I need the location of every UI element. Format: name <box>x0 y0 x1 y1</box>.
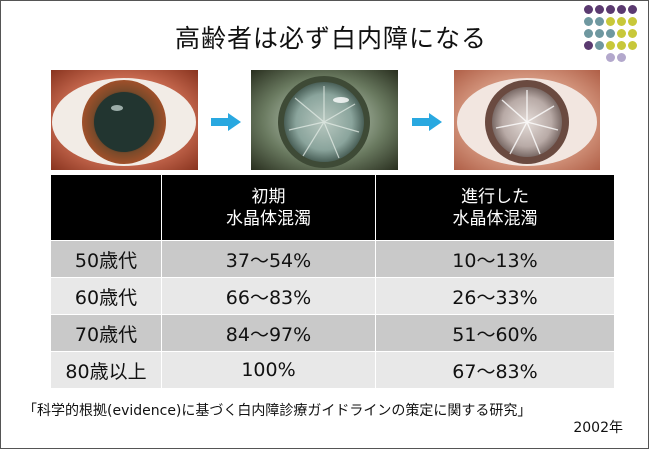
early-cell: 66〜83% <box>161 277 376 315</box>
decor-dot <box>595 41 604 50</box>
decor-dot <box>595 5 604 14</box>
decor-dot <box>584 17 593 26</box>
advanced-cell: 51〜60% <box>375 314 614 352</box>
advanced-cataract-eye-photo <box>454 70 600 170</box>
decor-dot <box>584 41 593 50</box>
header-line: 進行した <box>461 186 529 207</box>
decor-dot <box>628 17 637 26</box>
table-row: 50歳代 37〜54% 10〜13% <box>51 240 614 278</box>
decor-dot <box>628 29 637 38</box>
decor-dot <box>595 29 604 38</box>
decor-dot <box>595 17 604 26</box>
decor-dot <box>606 53 615 62</box>
table-header-row: 初期 水晶体混濁 進行した 水晶体混濁 <box>51 175 614 241</box>
age-cell: 80歳以上 <box>51 351 162 388</box>
age-cell: 70歳代 <box>51 314 162 352</box>
decor-dot <box>617 29 626 38</box>
advanced-cell: 26〜33% <box>375 277 614 315</box>
decor-dot <box>617 53 626 62</box>
header-line: 水晶体混濁 <box>452 208 538 229</box>
table-row: 70歳代 84〜97% 51〜60% <box>51 314 614 352</box>
table-row: 80歳以上 100% 67〜83% <box>51 351 614 388</box>
decor-dot <box>584 29 593 38</box>
decor-dot <box>606 5 615 14</box>
advanced-cell: 67〜83% <box>375 351 614 388</box>
header-line: 初期 <box>251 186 286 207</box>
table-header-age <box>51 175 162 241</box>
age-cell: 60歳代 <box>51 277 162 315</box>
page-title: 高齢者は必ず白内障になる <box>174 24 487 53</box>
decor-dot <box>628 41 637 50</box>
table-header-advanced: 進行した 水晶体混濁 <box>375 175 614 241</box>
decor-dot <box>617 41 626 50</box>
decor-dot <box>617 17 626 26</box>
arrow-right-icon <box>412 113 442 131</box>
cataract-prevalence-table: 初期 水晶体混濁 進行した 水晶体混濁 50歳代 37〜54% 10〜13% 6… <box>51 175 614 388</box>
advanced-cell: 10〜13% <box>375 240 614 278</box>
arrow-right-icon <box>211 113 241 131</box>
decor-dot <box>617 5 626 14</box>
source-year: 2002年 <box>573 420 623 436</box>
decor-dot <box>628 5 637 14</box>
decorative-dot-grid <box>584 5 644 65</box>
header-line: 水晶体混濁 <box>226 208 311 229</box>
age-cell: 50歳代 <box>51 240 162 278</box>
early-cell: 37〜54% <box>161 240 376 278</box>
early-cell: 84〜97% <box>161 314 376 352</box>
early-cataract-eye-photo <box>251 70 398 170</box>
decor-dot <box>606 17 615 26</box>
source-citation: 「科学的根拠(evidence)に基づく白内障診療ガイドラインの策定に関する研究… <box>23 403 532 419</box>
normal-eye-photo <box>51 70 198 170</box>
early-cell: 100% <box>161 351 376 388</box>
table-row: 60歳代 66〜83% 26〜33% <box>51 277 614 315</box>
table-header-early: 初期 水晶体混濁 <box>161 175 376 241</box>
decor-dot <box>584 5 593 14</box>
decor-dot <box>606 29 615 38</box>
decor-dot <box>606 41 615 50</box>
